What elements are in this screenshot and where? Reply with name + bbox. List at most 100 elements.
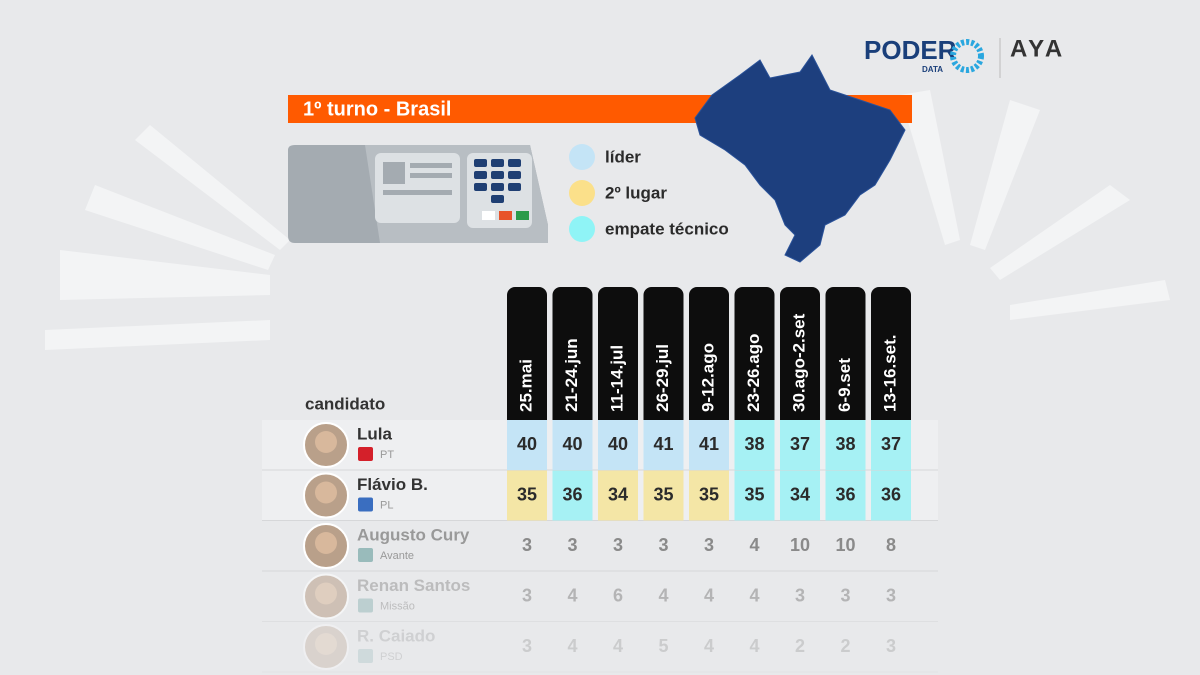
row: Augusto Cury Avante 3 3 3 3 3 4 10 10 8	[262, 521, 938, 572]
cell-value: 8	[886, 535, 896, 555]
cell-highlight	[734, 420, 775, 470]
cell-highlight	[643, 420, 684, 470]
row-bg	[262, 622, 938, 672]
cell-value: 38	[744, 434, 764, 454]
cell-highlight	[598, 420, 638, 470]
date-label: 11-14.jul	[607, 345, 626, 412]
cell-value: 4	[749, 535, 759, 555]
column-header: candidato	[305, 394, 385, 413]
cell-highlight	[871, 470, 911, 521]
date-header	[780, 287, 820, 437]
cell-value: 41	[699, 434, 719, 454]
cell-value: 10	[835, 535, 855, 555]
date-label: 6-9.set	[835, 358, 854, 412]
cell-value: 4	[658, 585, 668, 605]
cell-value: 4	[704, 636, 714, 656]
avatar-face	[315, 481, 337, 504]
party-icon	[358, 649, 373, 663]
date-header	[871, 287, 911, 437]
date-header	[643, 287, 684, 437]
cell-value: 3	[704, 535, 714, 555]
partner: AYA	[1010, 35, 1065, 62]
cell-highlight	[825, 470, 866, 521]
cell-value: 34	[790, 484, 810, 504]
party-name: Missão	[380, 600, 415, 612]
cell-value: 4	[749, 585, 759, 605]
cell-value: 5	[658, 636, 668, 656]
cell-highlight	[552, 470, 593, 521]
legend-swatch	[569, 180, 595, 206]
cell-value: 37	[790, 434, 810, 454]
avatar	[303, 624, 349, 670]
brand-sub: DATA	[922, 65, 943, 74]
cell-value: 35	[699, 484, 719, 504]
party-name: PT	[380, 449, 394, 461]
date-header	[552, 287, 593, 437]
cell-value: 35	[517, 484, 537, 504]
row: R. Caiado PSD 3 4 4 5 4 4 2 2 3	[262, 622, 938, 673]
brand-logo	[950, 39, 984, 73]
cell-highlight	[871, 420, 911, 470]
legend-swatch	[569, 144, 595, 170]
cell-value: 35	[744, 484, 764, 504]
candidate-name: Lula	[357, 424, 392, 443]
party-icon	[358, 598, 373, 613]
party-icon	[358, 497, 373, 512]
cell-highlight	[552, 420, 593, 470]
candidate-name: Renan Santos	[357, 576, 470, 595]
brand: PODER	[864, 35, 957, 65]
cell-value: 40	[608, 434, 628, 454]
party-name: Avante	[380, 550, 414, 562]
avatar-face	[315, 431, 337, 453]
voting-machine	[288, 145, 548, 243]
date-header	[825, 287, 866, 437]
cell-value: 6	[613, 585, 623, 605]
cell-value: 36	[562, 484, 582, 504]
cell-value: 3	[522, 636, 532, 656]
cell-highlight	[734, 470, 775, 521]
title: 1º turno - Brasil	[303, 98, 451, 120]
cell-value: 3	[886, 585, 896, 605]
brazil-map	[694, 54, 906, 263]
candidate-name: Augusto Cury	[357, 525, 470, 544]
date-label: 26-29.jul	[653, 344, 672, 412]
row: Flávio B. PL 35 36 34 35 35 35 34 36 36	[262, 470, 938, 521]
cell-value: 38	[835, 434, 855, 454]
cell-highlight	[689, 420, 729, 470]
cell-value: 4	[567, 636, 577, 656]
date-label: 13-16.set.	[880, 335, 899, 413]
cell-value: 3	[795, 585, 805, 605]
cell-value: 2	[840, 636, 850, 656]
cell-value: 3	[886, 636, 896, 656]
candidate-name: Flávio B.	[357, 475, 428, 494]
avatar-face	[315, 633, 337, 655]
cell-value: 36	[835, 484, 855, 504]
cell-highlight	[643, 470, 684, 521]
date-label: 23-26.ago	[744, 334, 763, 412]
cell-value: 3	[658, 535, 668, 555]
date-header	[507, 287, 547, 437]
avatar-face	[315, 532, 337, 554]
legend-swatch	[569, 216, 595, 242]
cell-highlight	[598, 470, 638, 521]
cell-value: 4	[704, 585, 714, 605]
cell-value: 3	[840, 585, 850, 605]
row-bg	[262, 571, 938, 622]
cell-value: 40	[517, 434, 537, 454]
cell-value: 36	[881, 484, 901, 504]
cell-highlight	[507, 470, 547, 521]
avatar-face	[315, 582, 337, 605]
legend-label: empate técnico	[605, 219, 729, 238]
cell-value: 34	[608, 484, 628, 504]
row-bg	[262, 521, 938, 571]
cell-value: 35	[653, 484, 673, 504]
date-label: 9-12.ago	[698, 343, 717, 412]
cell-value: 10	[790, 535, 810, 555]
cell-value: 2	[795, 636, 805, 656]
date-header	[689, 287, 729, 437]
row: Lula PT 40 40 40 41 41 38 37 38 37	[262, 420, 938, 471]
party-icon	[358, 447, 373, 461]
date-label: 30.ago-2.set	[789, 313, 808, 412]
party-name: PSD	[380, 651, 403, 663]
